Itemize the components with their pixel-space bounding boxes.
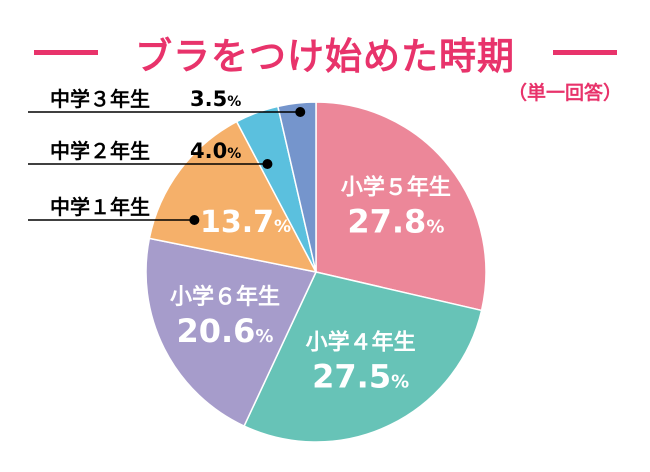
leader-dot (262, 159, 273, 169)
slice-value: 13.7% (200, 205, 291, 240)
slice-label: 小学６年生 (170, 284, 280, 310)
slice-label: 中学１年生 (50, 195, 150, 219)
slice-label: 小学４年生 (306, 330, 416, 356)
slice-value: 3.5% (190, 87, 241, 111)
pie-slice-4 (148, 120, 318, 274)
slice-label: 中学２年生 (50, 139, 150, 163)
chart-subtitle: （単一回答） (507, 82, 622, 104)
slice-label: 中学３年生 (50, 87, 150, 111)
pie-slice-1 (315, 101, 487, 312)
slice-value: 27.8% (347, 203, 444, 241)
slice-value: 4.0% (190, 139, 241, 163)
pie-slice-2 (243, 271, 483, 443)
slice-value: 20.6% (176, 312, 273, 350)
title-right-rule (553, 50, 617, 55)
slice-value: 27.5% (312, 358, 409, 396)
leader-dot (189, 215, 200, 225)
chart-title-row: ブラをつけ始めた時期 (0, 14, 650, 78)
pie-slice-6 (276, 101, 317, 273)
slice-label: 小学５年生 (341, 175, 451, 201)
chart-title: ブラをつけ始めた時期 (135, 35, 515, 78)
leader-dot (295, 107, 306, 117)
pie-slice-3 (145, 237, 318, 428)
title-left-rule (34, 50, 98, 55)
